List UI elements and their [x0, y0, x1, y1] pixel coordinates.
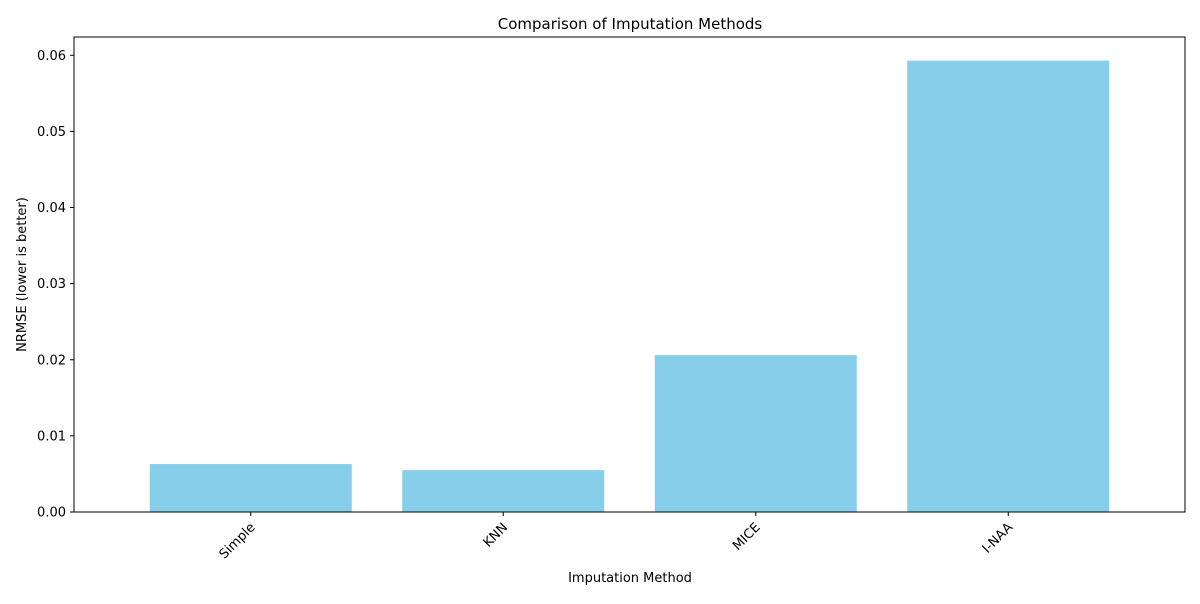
y-tick-label: 0.05: [37, 125, 66, 140]
bar-knn: [402, 470, 605, 512]
y-tick-label: 0.00: [37, 506, 66, 521]
y-axis-label: NRMSE (lower is better): [15, 197, 30, 352]
plot-frame: [73, 36, 1186, 513]
bars-layer: [149, 60, 1110, 513]
y-tick-label: 0.06: [37, 49, 66, 64]
bar-simple: [149, 464, 352, 512]
bar-mice: [654, 355, 857, 512]
y-tick-label: 0.04: [37, 201, 66, 216]
y-axis-ticks: 0.00 0.01 0.02 0.03 0.04 0.05 0.06: [37, 49, 74, 521]
y-tick-label: 0.03: [37, 277, 66, 292]
y-tick-label: 0.02: [37, 353, 66, 368]
bar-i-naa: [907, 60, 1110, 513]
y-tick-label: 0.01: [37, 429, 66, 444]
chart-title: Comparison of Imputation Methods: [498, 15, 763, 33]
x-axis-label: Imputation Method: [568, 571, 692, 586]
